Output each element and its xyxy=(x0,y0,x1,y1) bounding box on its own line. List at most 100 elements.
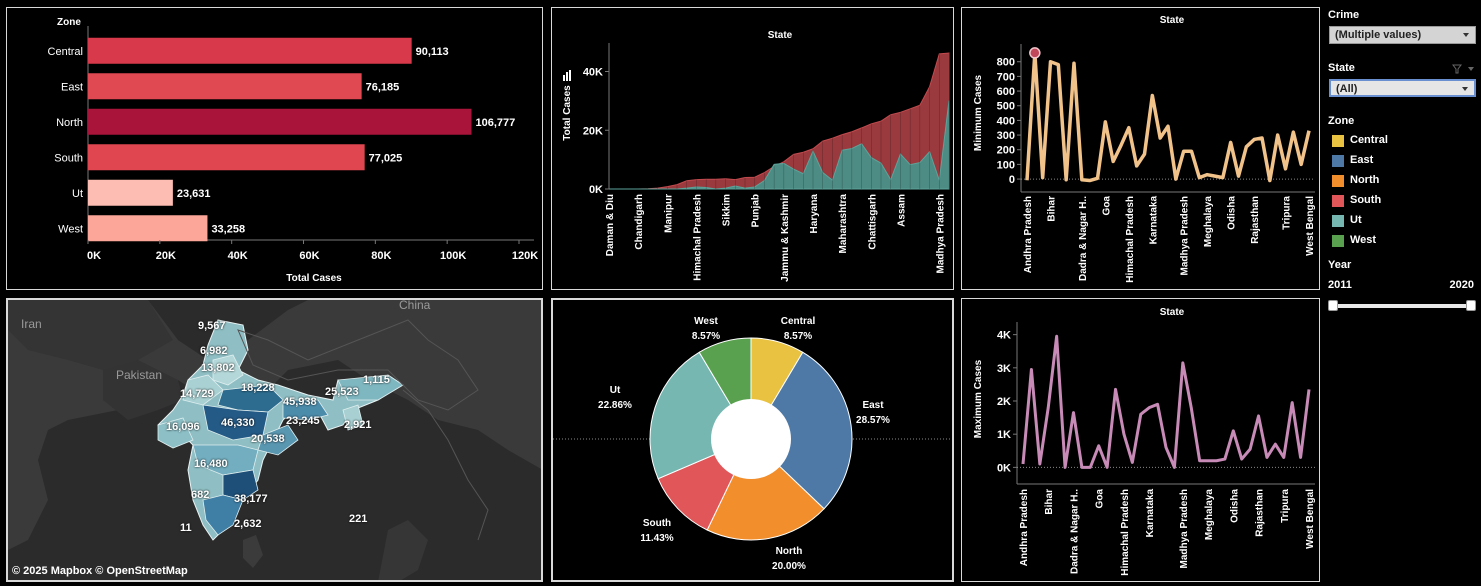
x-tick-label: Haryana xyxy=(809,194,820,234)
map-value-label: 221 xyxy=(349,513,368,525)
sri-lanka-region xyxy=(243,535,263,568)
x-tick-label: Tripura xyxy=(1280,489,1291,523)
highlighted-point xyxy=(1029,47,1041,59)
x-tick-label: Bihar xyxy=(1044,489,1055,515)
year-max-label: 2020 xyxy=(1449,279,1474,291)
state-filter-title: State xyxy=(1328,62,1355,74)
map-value-label: 25,523 xyxy=(325,386,359,398)
state-filter-value: (All) xyxy=(1336,83,1358,95)
map-value-label: 38,177 xyxy=(234,493,268,505)
x-tick-label: Dadra & Nagar H.. xyxy=(1078,196,1089,281)
minimum-cases-chart: State Minimum Cases 0 100 200 300 400 500 600 700… xyxy=(973,15,1316,283)
y-axis-title: Maximum Cases xyxy=(973,359,984,438)
x-tick-label: 0K xyxy=(87,250,101,262)
map-country-label: Pakistan xyxy=(116,368,163,382)
state-region[interactable] xyxy=(212,354,244,386)
pie-slice-percent-label: 20.00% xyxy=(772,561,806,572)
state-region[interactable] xyxy=(157,417,194,449)
x-tick-label: Madhya Pradesh xyxy=(935,194,946,273)
map-country-label: Iran xyxy=(21,317,42,331)
x-tick-label: Manipur xyxy=(663,194,674,233)
x-tick-label: Jammu & Kashmir xyxy=(780,194,791,282)
y-tick-label: 800 xyxy=(997,57,1015,69)
legend-swatch xyxy=(1332,155,1344,167)
pie-slice-name-label: West xyxy=(694,316,718,327)
maximum-cases-chart: State Maximum Cases 0K 1K 2K 3K 4K Andhra Prade… xyxy=(973,307,1316,576)
bar-category-label: South xyxy=(54,152,83,164)
state-region[interactable] xyxy=(202,494,244,536)
x-tick-label: Rajasthan xyxy=(1250,196,1261,244)
year-slider-track[interactable] xyxy=(1333,304,1471,308)
map-value-label: 6,982 xyxy=(200,345,228,357)
iran-region xyxy=(8,300,173,370)
y-tick-label: 40K xyxy=(583,67,603,79)
pie-slice-east xyxy=(750,351,853,510)
zone-bar-chart: Zone Central 90,113 East 76,185 North 106,777 S… xyxy=(48,17,539,284)
year-min-label: 2011 xyxy=(1328,279,1352,291)
x-tick-label: Bihar xyxy=(1047,196,1058,222)
year-slider-max-handle[interactable] xyxy=(1466,300,1476,311)
india-map-panel[interactable]: Iran Pakistan China 9,567 6,982 13,802 18,228… xyxy=(6,298,543,582)
crime-filter-value: (Multiple values) xyxy=(1335,29,1422,41)
chevron-down-icon xyxy=(1463,33,1469,37)
map-value-label: 14,729 xyxy=(180,388,214,400)
x-tick-label: Assam xyxy=(896,194,907,227)
chevron-down-icon xyxy=(1462,87,1468,91)
x-tick-label: 60K xyxy=(299,250,319,262)
filter-icons[interactable] xyxy=(1452,64,1476,74)
y-tick-label: 2K xyxy=(997,396,1011,408)
bar-category-label: Ut xyxy=(72,188,83,200)
y-tick-label: 600 xyxy=(997,86,1015,98)
legend-label: Ut xyxy=(1350,214,1362,226)
border-line xyxy=(237,319,479,411)
map-value-label: 682 xyxy=(191,489,210,501)
map-value-label: 13,802 xyxy=(201,362,235,374)
bar-north xyxy=(88,108,472,135)
y-tick-label: 3K xyxy=(997,363,1011,375)
x-tick-label: Madhya Pradesh xyxy=(1180,196,1191,275)
y-tick-label: 0K xyxy=(997,462,1011,474)
x-tick-label: 40K xyxy=(228,250,248,262)
pie-slice-percent-label: 22.86% xyxy=(598,400,632,411)
x-tick-label: Karnataka xyxy=(1145,489,1156,538)
legend-label: Central xyxy=(1350,134,1388,146)
area-chart-title: State xyxy=(768,30,793,41)
line-chart-title: State xyxy=(1160,15,1185,26)
x-axis-title: Total Cases xyxy=(286,273,342,284)
bar-ut xyxy=(88,179,173,206)
year-slider-min-handle[interactable] xyxy=(1328,300,1338,311)
state-region[interactable] xyxy=(337,374,404,401)
x-tick-label: Odisha xyxy=(1227,196,1238,230)
state-region[interactable] xyxy=(342,404,364,431)
x-tick-label: Meghalaya xyxy=(1204,489,1215,541)
bar-value-label: 90,113 xyxy=(416,46,449,58)
legend-label: East xyxy=(1350,154,1374,166)
menu-caret-icon xyxy=(1468,67,1474,71)
india-map[interactable] xyxy=(8,300,543,582)
x-tick-label: 120K xyxy=(512,250,538,262)
y-axis-title: Minimum Cases xyxy=(973,74,984,151)
bar-west xyxy=(88,215,208,242)
map-country-label: China xyxy=(399,298,431,312)
map-value-label: 2,921 xyxy=(344,419,372,431)
state-region[interactable] xyxy=(282,399,329,421)
x-tick-label: Odisha xyxy=(1229,489,1240,523)
state-region[interactable] xyxy=(257,424,299,456)
pie-slice-percent-label: 11.43% xyxy=(640,533,673,544)
pie-slice-percent-label: 8.57% xyxy=(692,331,720,342)
y-tick-label: 700 xyxy=(997,71,1015,83)
x-tick-label: Maharashtra xyxy=(838,194,849,254)
state-region[interactable] xyxy=(182,374,224,406)
x-tick-label: Tripura xyxy=(1282,196,1293,230)
crime-filter-dropdown[interactable]: (Multiple values) xyxy=(1329,26,1476,44)
line-series xyxy=(1021,334,1311,469)
map-value-label: 23,245 xyxy=(286,415,320,427)
state-region[interactable] xyxy=(222,469,259,501)
bar-category-label: North xyxy=(56,117,83,129)
x-tick-label: Dadra & Nagar H.. xyxy=(1069,489,1080,574)
state-filter-dropdown[interactable]: (All) xyxy=(1329,79,1476,97)
legend-label: North xyxy=(1350,174,1380,186)
y-tick-label: 1K xyxy=(997,429,1011,441)
bar-category-label: Central xyxy=(48,46,83,58)
y-tick-label: 400 xyxy=(997,115,1015,127)
